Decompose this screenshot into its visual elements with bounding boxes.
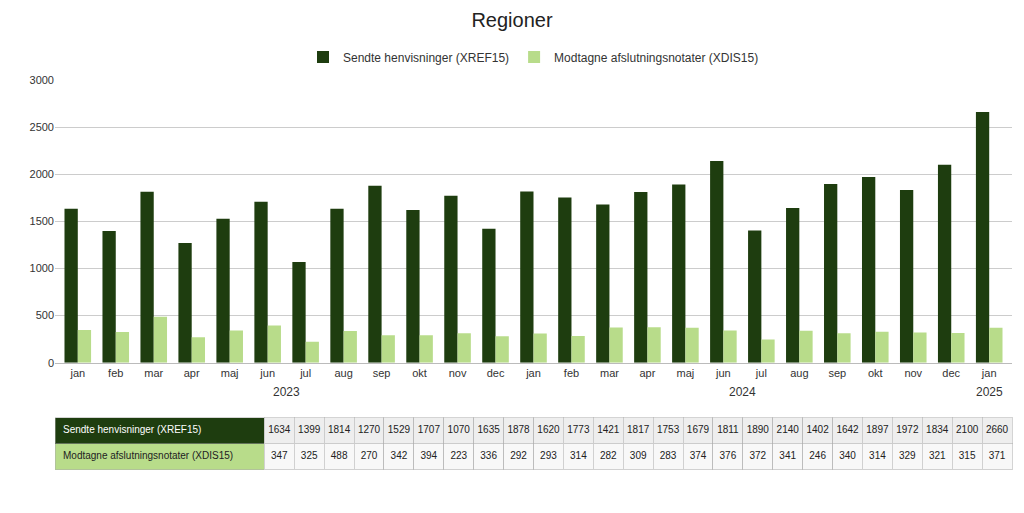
svg-text:283: 283 <box>660 450 677 461</box>
svg-text:0: 0 <box>48 357 54 369</box>
svg-text:nov: nov <box>449 367 467 379</box>
svg-text:2660: 2660 <box>986 424 1009 435</box>
svg-text:jan: jan <box>525 367 541 379</box>
svg-text:1634: 1634 <box>268 424 291 435</box>
svg-text:jan: jan <box>69 367 85 379</box>
svg-text:1707: 1707 <box>418 424 441 435</box>
svg-text:1270: 1270 <box>358 424 381 435</box>
svg-text:1890: 1890 <box>747 424 770 435</box>
svg-text:1529: 1529 <box>388 424 411 435</box>
svg-text:jan: jan <box>981 367 997 379</box>
svg-text:1642: 1642 <box>836 424 859 435</box>
svg-text:1399: 1399 <box>298 424 321 435</box>
svg-text:okt: okt <box>868 367 883 379</box>
svg-text:sep: sep <box>828 367 846 379</box>
svg-text:1635: 1635 <box>478 424 501 435</box>
svg-text:nov: nov <box>904 367 922 379</box>
svg-text:500: 500 <box>36 309 54 321</box>
svg-text:1402: 1402 <box>806 424 829 435</box>
svg-text:2500: 2500 <box>30 121 54 133</box>
svg-text:246: 246 <box>809 450 826 461</box>
svg-text:Sendte henvisninger (XREF15): Sendte henvisninger (XREF15) <box>63 424 201 435</box>
svg-text:1500: 1500 <box>30 215 54 227</box>
svg-text:1972: 1972 <box>896 424 919 435</box>
svg-text:maj: maj <box>221 367 239 379</box>
svg-text:1814: 1814 <box>328 424 351 435</box>
svg-text:315: 315 <box>959 450 976 461</box>
svg-text:aug: aug <box>334 367 352 379</box>
svg-text:Regioner: Regioner <box>471 9 553 31</box>
svg-text:374: 374 <box>690 450 707 461</box>
svg-text:1753: 1753 <box>657 424 680 435</box>
svg-text:1834: 1834 <box>926 424 949 435</box>
svg-text:2025: 2025 <box>976 385 1003 399</box>
svg-text:maj: maj <box>677 367 695 379</box>
svg-text:okt: okt <box>412 367 427 379</box>
svg-text:1000: 1000 <box>30 262 54 274</box>
svg-text:376: 376 <box>720 450 737 461</box>
svg-text:488: 488 <box>331 450 348 461</box>
svg-text:Modtagne afslutningsnotater (X: Modtagne afslutningsnotater (XDIS15) <box>554 51 758 65</box>
svg-text:1811: 1811 <box>717 424 739 435</box>
svg-text:mar: mar <box>144 367 163 379</box>
svg-text:1070: 1070 <box>448 424 471 435</box>
svg-text:372: 372 <box>749 450 766 461</box>
svg-text:2000: 2000 <box>30 168 54 180</box>
svg-text:1897: 1897 <box>866 424 889 435</box>
svg-text:2024: 2024 <box>729 385 756 399</box>
svg-text:jun: jun <box>259 367 275 379</box>
svg-text:347: 347 <box>271 450 288 461</box>
svg-text:1773: 1773 <box>567 424 590 435</box>
svg-text:341: 341 <box>779 450 796 461</box>
svg-text:394: 394 <box>420 450 437 461</box>
svg-text:feb: feb <box>564 367 579 379</box>
svg-text:314: 314 <box>869 450 886 461</box>
svg-text:Modtagne afslutningsnotater (X: Modtagne afslutningsnotater (XDIS15) <box>63 450 233 461</box>
svg-text:jun: jun <box>715 367 731 379</box>
svg-text:Sendte henvisninger (XREF15): Sendte henvisninger (XREF15) <box>343 51 509 65</box>
svg-text:336: 336 <box>480 450 497 461</box>
svg-text:314: 314 <box>570 450 587 461</box>
svg-text:dec: dec <box>942 367 960 379</box>
svg-text:321: 321 <box>929 450 946 461</box>
svg-text:340: 340 <box>839 450 856 461</box>
svg-text:329: 329 <box>899 450 916 461</box>
svg-text:282: 282 <box>600 450 617 461</box>
svg-text:jul: jul <box>755 367 767 379</box>
svg-text:293: 293 <box>540 450 557 461</box>
svg-text:2023: 2023 <box>273 385 300 399</box>
svg-text:1620: 1620 <box>537 424 560 435</box>
svg-text:jul: jul <box>299 367 311 379</box>
svg-text:2140: 2140 <box>777 424 800 435</box>
svg-text:feb: feb <box>108 367 123 379</box>
svg-text:aug: aug <box>790 367 808 379</box>
svg-text:309: 309 <box>630 450 647 461</box>
svg-text:3000: 3000 <box>30 74 54 86</box>
svg-text:1817: 1817 <box>627 424 650 435</box>
svg-text:371: 371 <box>989 450 1006 461</box>
svg-text:292: 292 <box>510 450 527 461</box>
svg-text:2100: 2100 <box>956 424 979 435</box>
svg-text:325: 325 <box>301 450 318 461</box>
svg-text:270: 270 <box>361 450 378 461</box>
svg-text:1878: 1878 <box>507 424 530 435</box>
svg-text:sep: sep <box>373 367 391 379</box>
svg-text:mar: mar <box>600 367 619 379</box>
svg-text:apr: apr <box>639 367 655 379</box>
svg-text:apr: apr <box>184 367 200 379</box>
svg-text:223: 223 <box>450 450 467 461</box>
svg-text:dec: dec <box>487 367 505 379</box>
svg-text:342: 342 <box>391 450 408 461</box>
svg-text:1421: 1421 <box>597 424 620 435</box>
svg-text:1679: 1679 <box>687 424 710 435</box>
